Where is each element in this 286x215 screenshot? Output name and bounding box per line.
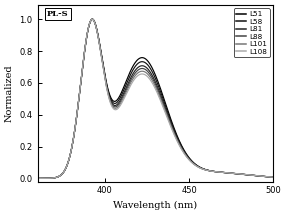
L108: [194, 164, 197, 167]
L81: [214, 170, 217, 173]
L51: [194, 163, 197, 166]
L58: [214, 170, 217, 173]
L108: [143, 73, 146, 76]
L51: [271, 176, 275, 178]
L108: [175, 139, 178, 142]
L81: [36, 177, 39, 180]
L81: [78, 94, 81, 97]
L108: [78, 94, 81, 97]
L88: [175, 137, 178, 140]
L101: [97, 38, 100, 40]
L101: [143, 71, 146, 73]
L101: [78, 94, 81, 97]
L101: [175, 138, 178, 141]
L101: [271, 176, 275, 178]
L88: [214, 170, 217, 173]
L88: [194, 164, 197, 166]
L88: [143, 68, 146, 70]
L108: [97, 38, 100, 40]
L81: [194, 163, 197, 166]
L58: [194, 163, 197, 166]
Line: L51: L51: [37, 19, 273, 178]
L51: [78, 95, 81, 97]
L88: [90, 18, 94, 20]
Legend: L51, L58, L81, L88, L101, L108: L51, L58, L81, L88, L101, L108: [234, 8, 270, 57]
L88: [36, 177, 39, 180]
L51: [36, 177, 39, 180]
L81: [97, 37, 100, 40]
Line: L88: L88: [37, 19, 273, 178]
L81: [90, 18, 94, 20]
X-axis label: Wavelength (nm): Wavelength (nm): [113, 201, 197, 210]
L51: [143, 57, 146, 60]
L108: [90, 18, 94, 20]
L101: [214, 170, 217, 173]
L58: [143, 61, 146, 64]
L81: [143, 65, 146, 68]
Line: L101: L101: [37, 19, 273, 178]
L51: [214, 170, 217, 173]
L58: [97, 37, 100, 39]
L88: [97, 37, 100, 40]
L51: [90, 18, 94, 20]
Text: PL-S: PL-S: [47, 10, 69, 18]
L101: [36, 177, 39, 180]
L88: [78, 94, 81, 97]
L51: [97, 36, 100, 39]
Y-axis label: Normalized: Normalized: [5, 64, 14, 122]
L51: [175, 134, 178, 136]
L58: [90, 18, 94, 20]
L58: [78, 94, 81, 97]
Line: L58: L58: [37, 19, 273, 178]
Line: L81: L81: [37, 19, 273, 178]
L108: [214, 170, 217, 173]
L101: [194, 164, 197, 166]
L58: [271, 176, 275, 178]
Line: L108: L108: [37, 19, 273, 178]
L108: [271, 176, 275, 178]
L108: [36, 177, 39, 180]
L81: [175, 137, 178, 139]
L88: [271, 176, 275, 178]
L101: [90, 18, 94, 20]
L58: [36, 177, 39, 180]
L81: [271, 176, 275, 178]
L58: [175, 135, 178, 138]
